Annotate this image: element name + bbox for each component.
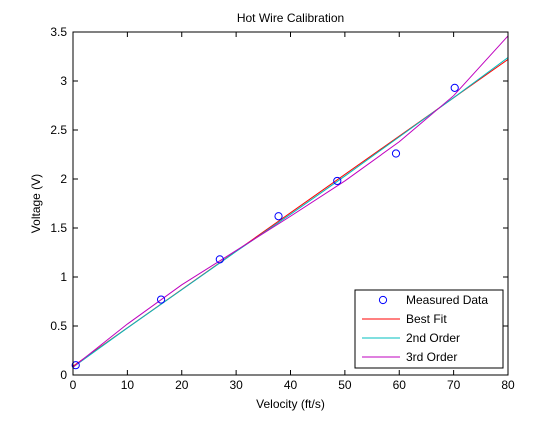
legend-label-measured-data: Measured Data (406, 293, 488, 307)
y-tick-label: 1 (60, 270, 67, 284)
chart-title: Hot Wire Calibration (237, 11, 344, 25)
x-tick-label: 50 (338, 378, 352, 392)
y-axis-label: Voltage (V) (29, 174, 43, 233)
series-layer (73, 35, 508, 368)
legend-label-best-fit: Best Fit (406, 312, 447, 326)
x-tick-label: 60 (393, 378, 407, 392)
legend-entries: Measured Data Best Fit 2nd Order 3rd Order (362, 293, 488, 364)
x-tick-group: 0 10 20 30 40 50 60 70 80 (70, 32, 515, 392)
3rd-order-line (73, 35, 508, 368)
x-tick-label: 40 (284, 378, 298, 392)
measured-data-point (215, 255, 224, 264)
x-tick-label: 80 (501, 378, 515, 392)
y-tick-label: 1.5 (50, 221, 67, 235)
x-tick-label: 70 (447, 378, 461, 392)
measured-data-point (391, 149, 401, 158)
x-axis-label: Velocity (ft/s) (256, 397, 325, 411)
measured-data-point (71, 361, 80, 370)
measured-data-point (333, 176, 342, 186)
legend-swatch-measured-data (378, 295, 388, 305)
y-tick-label: 0.5 (50, 319, 67, 333)
y-tick-label: 2.5 (50, 123, 67, 137)
measured-data-point (274, 212, 283, 221)
x-tick-label: 10 (121, 378, 135, 392)
y-tick-label: 3 (60, 74, 67, 88)
y-tick-label: 2 (60, 172, 67, 186)
legend-label-2nd-order: 2nd Order (406, 331, 460, 345)
plot-frame (72, 31, 509, 376)
x-tick-label: 0 (70, 378, 77, 392)
measured-data-point (450, 83, 459, 92)
y-tick-label: 3.5 (50, 25, 67, 39)
legend-box (354, 289, 504, 369)
marker-layer (71, 83, 459, 370)
measured-data-point (156, 295, 166, 304)
legend: Measured Data Best Fit 2nd Order 3rd Order (354, 289, 504, 369)
x-tick-label: 30 (229, 378, 243, 392)
legend-label-3rd-order: 3rd Order (406, 350, 457, 364)
y-tick-label: 0 (60, 368, 67, 382)
x-tick-label: 20 (175, 378, 189, 392)
